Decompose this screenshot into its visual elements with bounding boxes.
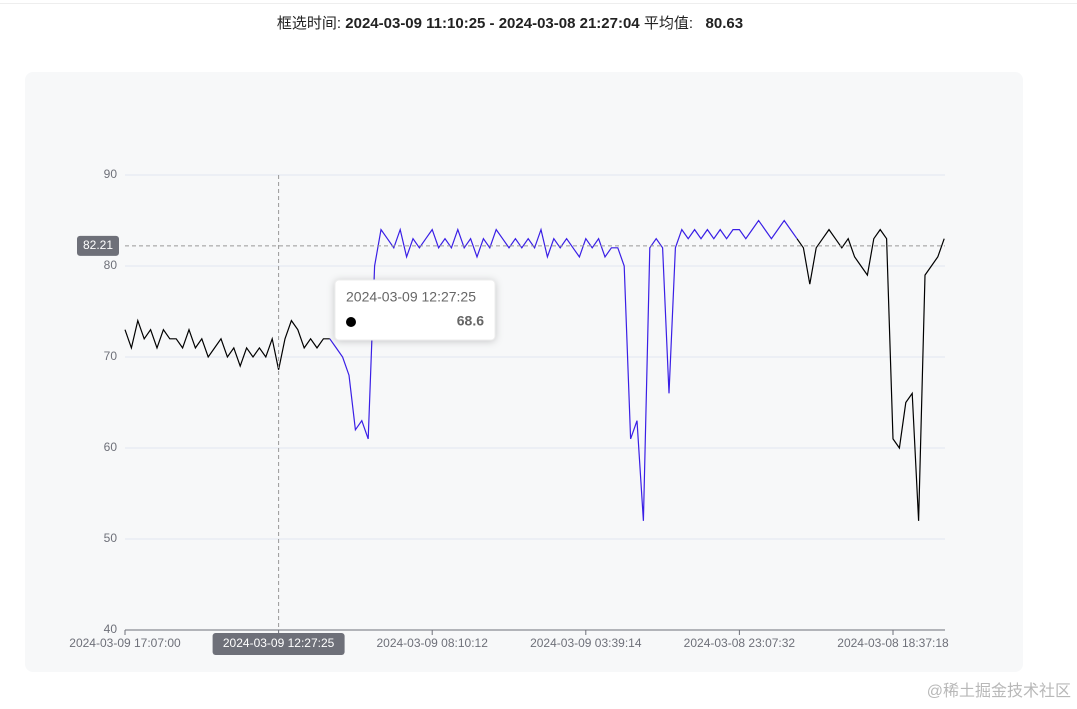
pointer-y-label: 82.21 (83, 238, 113, 252)
avg-label: 平均值: (643, 15, 693, 32)
header: 框选时间: 2024-03-09 11:10:25 - 2024-03-08 2… (0, 12, 1020, 33)
watermark: @稀土掘金技术社区 (926, 683, 1071, 700)
y-tick-label: 90 (104, 167, 118, 181)
top-border (0, 0, 1077, 4)
x-tick-label: 2024-03-09 17:07:00 (69, 636, 181, 650)
y-tick-label: 40 (104, 622, 118, 636)
y-tick-label: 50 (104, 531, 118, 545)
range: 2024-03-09 11:10:25 - 2024-03-08 21:27:0… (345, 15, 640, 32)
tooltip-dot (346, 317, 356, 327)
tooltip (334, 279, 496, 341)
y-tick-label: 60 (104, 440, 118, 454)
pointer-y-label-bg (77, 235, 119, 256)
series-line (124, 228, 945, 521)
x-tick-label: 2024-03-09 03:39:14 (530, 636, 642, 650)
avg: 80.63 (705, 15, 744, 32)
pointer-x-label-bg (212, 633, 345, 655)
x-tick-label: 2024-03-08 23:07:32 (684, 636, 796, 650)
range-label: 框选时间: (276, 15, 342, 32)
series-line (329, 219, 798, 521)
pointer-x-label: 2024-03-09 12:27:25 (223, 636, 335, 650)
x-tick-label: 2024-03-09 08:10:12 (376, 636, 488, 650)
y-tick-label: 80 (104, 258, 118, 272)
y-tick-label: 70 (104, 349, 118, 363)
tooltip-time: 2024-03-09 12:27:25 (346, 289, 476, 305)
tooltip-value: 68.6 (457, 313, 484, 329)
x-tick-label: 2024-03-08 18:37:18 (837, 636, 949, 650)
chart-panel (25, 72, 1023, 672)
